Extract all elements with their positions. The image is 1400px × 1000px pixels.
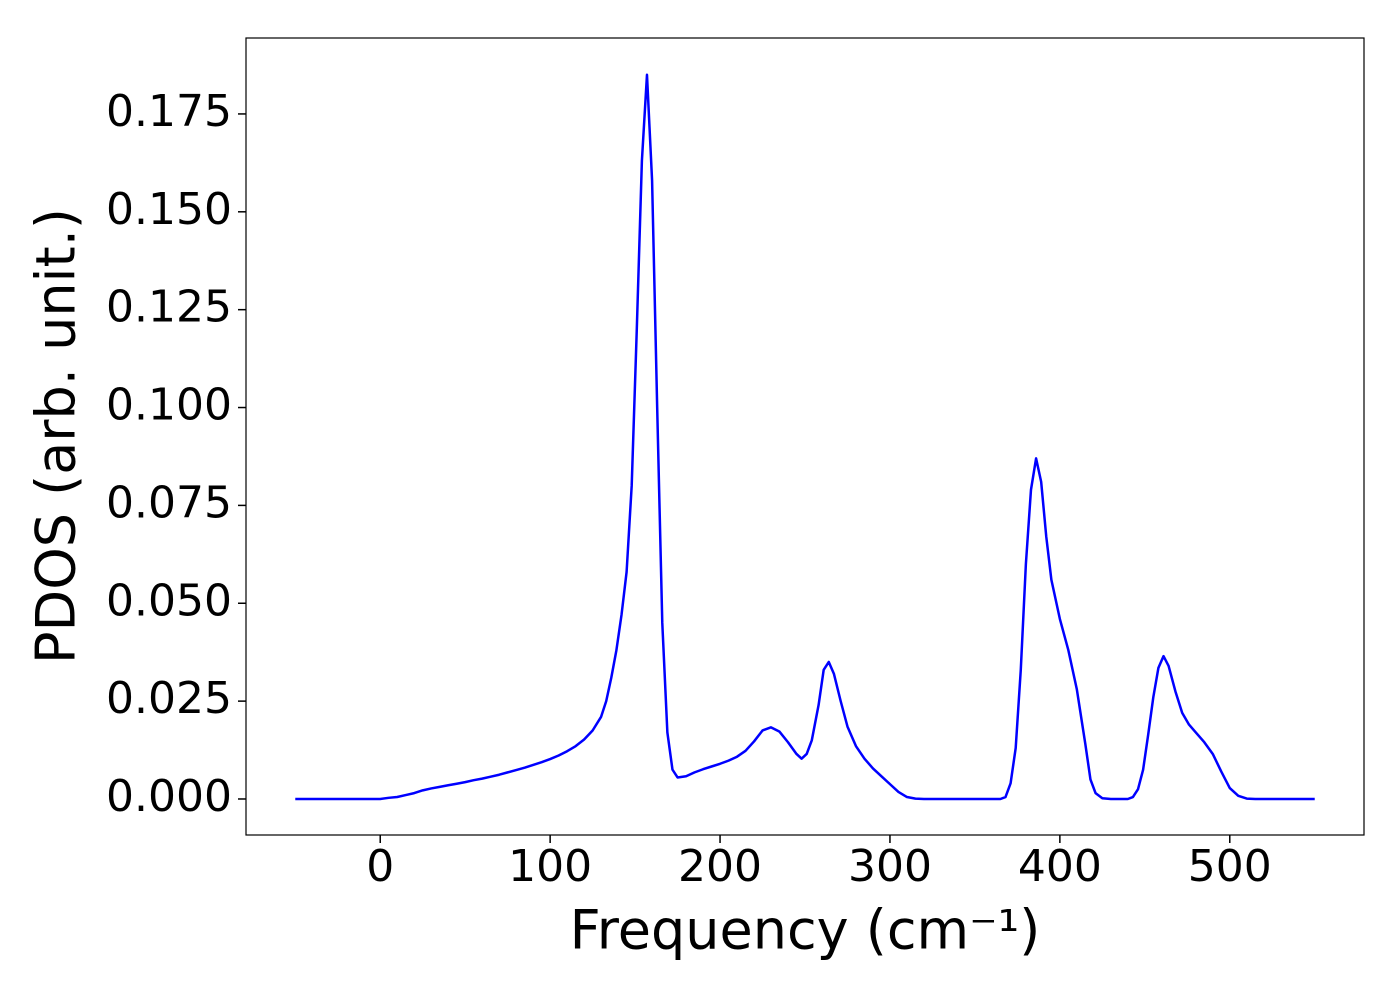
y-tick-label: 0.100 (106, 380, 232, 431)
x-tick-label: 300 (848, 841, 932, 892)
x-axis-label: Frequency (cm⁻¹) (570, 899, 1041, 962)
x-tick-label: 200 (678, 841, 762, 892)
x-tick-label: 100 (508, 841, 592, 892)
x-tick-label: 0 (366, 841, 394, 892)
y-tick-label: 0.075 (106, 477, 232, 528)
y-tick-label: 0.050 (106, 575, 232, 626)
y-tick-label: 0.175 (106, 86, 232, 137)
x-tick-label: 400 (1018, 841, 1102, 892)
y-axis-label: PDOS (arb. unit.) (25, 208, 88, 664)
plot-frame (245, 37, 1365, 836)
y-tick-label: 0.025 (106, 673, 232, 724)
data-line (295, 73, 1315, 801)
x-tick-label: 500 (1188, 841, 1272, 892)
y-tick-label: 0.000 (106, 771, 232, 822)
y-tick-label: 0.150 (106, 184, 232, 235)
y-tick-label: 0.125 (106, 282, 232, 333)
